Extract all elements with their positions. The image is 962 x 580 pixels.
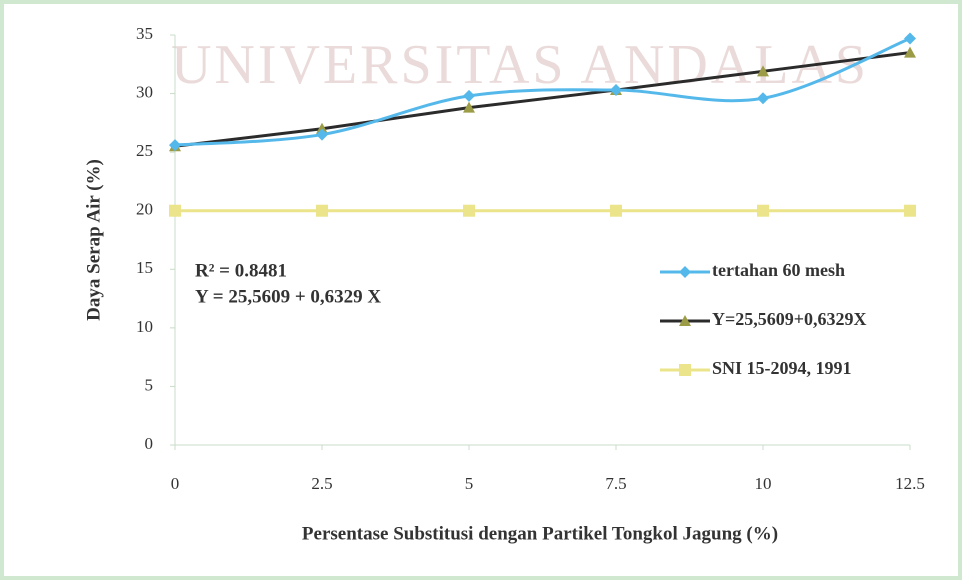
x-tick-label: 2.5	[311, 474, 332, 493]
y-axis-label: Daya Serap Air (%)	[83, 159, 104, 321]
marker	[463, 101, 475, 113]
y-tick-label: 10	[136, 317, 153, 336]
marker	[904, 204, 916, 217]
watermark: UNIVERSITAS ANDALAS	[171, 34, 869, 96]
series-line	[174, 37, 911, 147]
legend-label: Y=25,5609+0,6329X	[712, 309, 867, 329]
marker	[757, 204, 769, 217]
legend-marker	[679, 266, 691, 278]
marker	[316, 204, 328, 217]
marker	[316, 128, 328, 141]
marker	[169, 204, 181, 217]
y-tick-label: 25	[136, 141, 153, 160]
legend-label: tertahan 60 mesh	[712, 260, 845, 280]
y-tick-label: 0	[145, 434, 154, 453]
y-tick-label: 5	[145, 375, 154, 394]
y-tick-label: 20	[136, 200, 153, 219]
annotation: R² = 0.8481	[195, 260, 287, 281]
y-tick-label: 30	[136, 82, 153, 101]
x-axis-label: Persentase Substitusi dengan Partikel To…	[302, 523, 778, 544]
annotation: Y = 25,5609 + 0,6329 X	[195, 286, 381, 307]
x-tick-label: 12.5	[895, 474, 925, 493]
x-tick-label: 5	[465, 474, 474, 493]
x-tick-label: 10	[755, 474, 772, 493]
marker	[463, 204, 475, 217]
x-tick-label: 7.5	[605, 474, 626, 493]
marker	[463, 89, 475, 102]
marker	[610, 204, 622, 217]
y-tick-label: 35	[136, 24, 153, 43]
series-line	[174, 51, 911, 148]
marker	[169, 139, 181, 152]
marker	[757, 92, 769, 105]
legend-marker	[679, 315, 691, 326]
y-tick-label: 15	[136, 258, 153, 277]
legend-label: SNI 15-2094, 1991	[712, 358, 852, 378]
marker	[904, 46, 916, 58]
legend-marker	[679, 364, 691, 376]
marker	[610, 84, 622, 97]
marker	[757, 65, 769, 77]
x-tick-label: 0	[171, 474, 180, 493]
marker	[316, 122, 328, 134]
marker	[904, 32, 916, 45]
